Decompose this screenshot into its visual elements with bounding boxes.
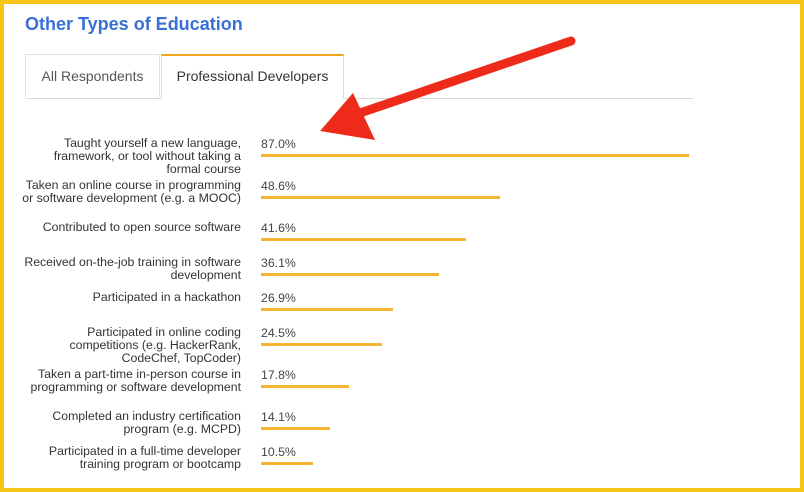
page-title: Other Types of Education [25, 14, 243, 34]
tab-professional-developers[interactable]: Professional Developers [161, 54, 344, 99]
tab-bar: All Respondents Professional Developers [25, 54, 693, 99]
tab-all-respondents[interactable]: All Respondents [25, 54, 160, 97]
